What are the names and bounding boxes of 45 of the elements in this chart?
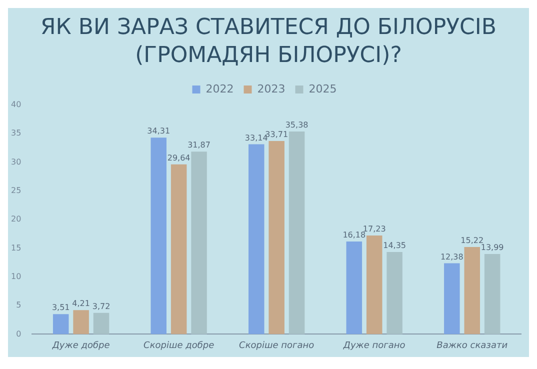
- y-tick-label: 35: [10, 128, 22, 138]
- y-tick-label: 0: [16, 329, 22, 338]
- y-tick-label: 30: [10, 157, 22, 166]
- legend-label: 2023: [257, 82, 286, 96]
- y-tick-label: 25: [10, 186, 22, 196]
- bar: [93, 312, 110, 334]
- x-tick-label: Важко сказати: [436, 340, 508, 351]
- y-tick-label: 5: [16, 300, 22, 310]
- data-label: 13,99: [480, 243, 504, 252]
- data-label: 35,38: [285, 120, 308, 130]
- data-label: 4,21: [72, 299, 90, 308]
- bar: [464, 246, 480, 334]
- data-label: 3,72: [92, 302, 110, 311]
- bar: [73, 310, 89, 334]
- data-label: 34,31: [147, 126, 170, 136]
- bar: [288, 131, 305, 334]
- y-tick-label: 15: [10, 243, 22, 252]
- data-label: 15,22: [460, 236, 484, 246]
- bar: [150, 138, 166, 334]
- bar: [484, 254, 500, 334]
- y-tick-label: 10: [10, 272, 22, 281]
- bar: [191, 152, 207, 334]
- bar: [444, 263, 460, 334]
- bar: [52, 314, 69, 334]
- bar: [170, 164, 187, 334]
- y-tick-label: 20: [10, 214, 22, 224]
- bar: [268, 141, 284, 334]
- y-tick-label: 40: [10, 100, 22, 110]
- chart-title: ЯК ВИ ЗАРАЗ СТАВИТЕСЯ ДО БІЛОРУСІВ (ГРОМАДЯН БІЛОРУСІ)?: [40, 14, 498, 70]
- x-tick-label: Дуже погано: [342, 340, 406, 351]
- bar: [386, 252, 402, 334]
- legend-label: 2022: [206, 82, 234, 96]
- data-label: 12,38: [440, 252, 464, 262]
- data-label: 14,35: [383, 241, 406, 250]
- bar: [248, 144, 264, 334]
- data-label: 29,64: [167, 153, 190, 162]
- data-label: 33,14: [244, 133, 268, 142]
- x-tick-label: Дуже добре: [51, 340, 110, 351]
- bar: [346, 241, 362, 334]
- bar: [366, 235, 382, 334]
- x-tick-label: Скоріше добре: [144, 340, 215, 351]
- data-label: 31,87: [188, 140, 210, 150]
- data-label: 3,51: [52, 303, 70, 312]
- x-tick-label: Скоріше погано: [239, 340, 315, 351]
- legend-label: 2025: [308, 82, 337, 96]
